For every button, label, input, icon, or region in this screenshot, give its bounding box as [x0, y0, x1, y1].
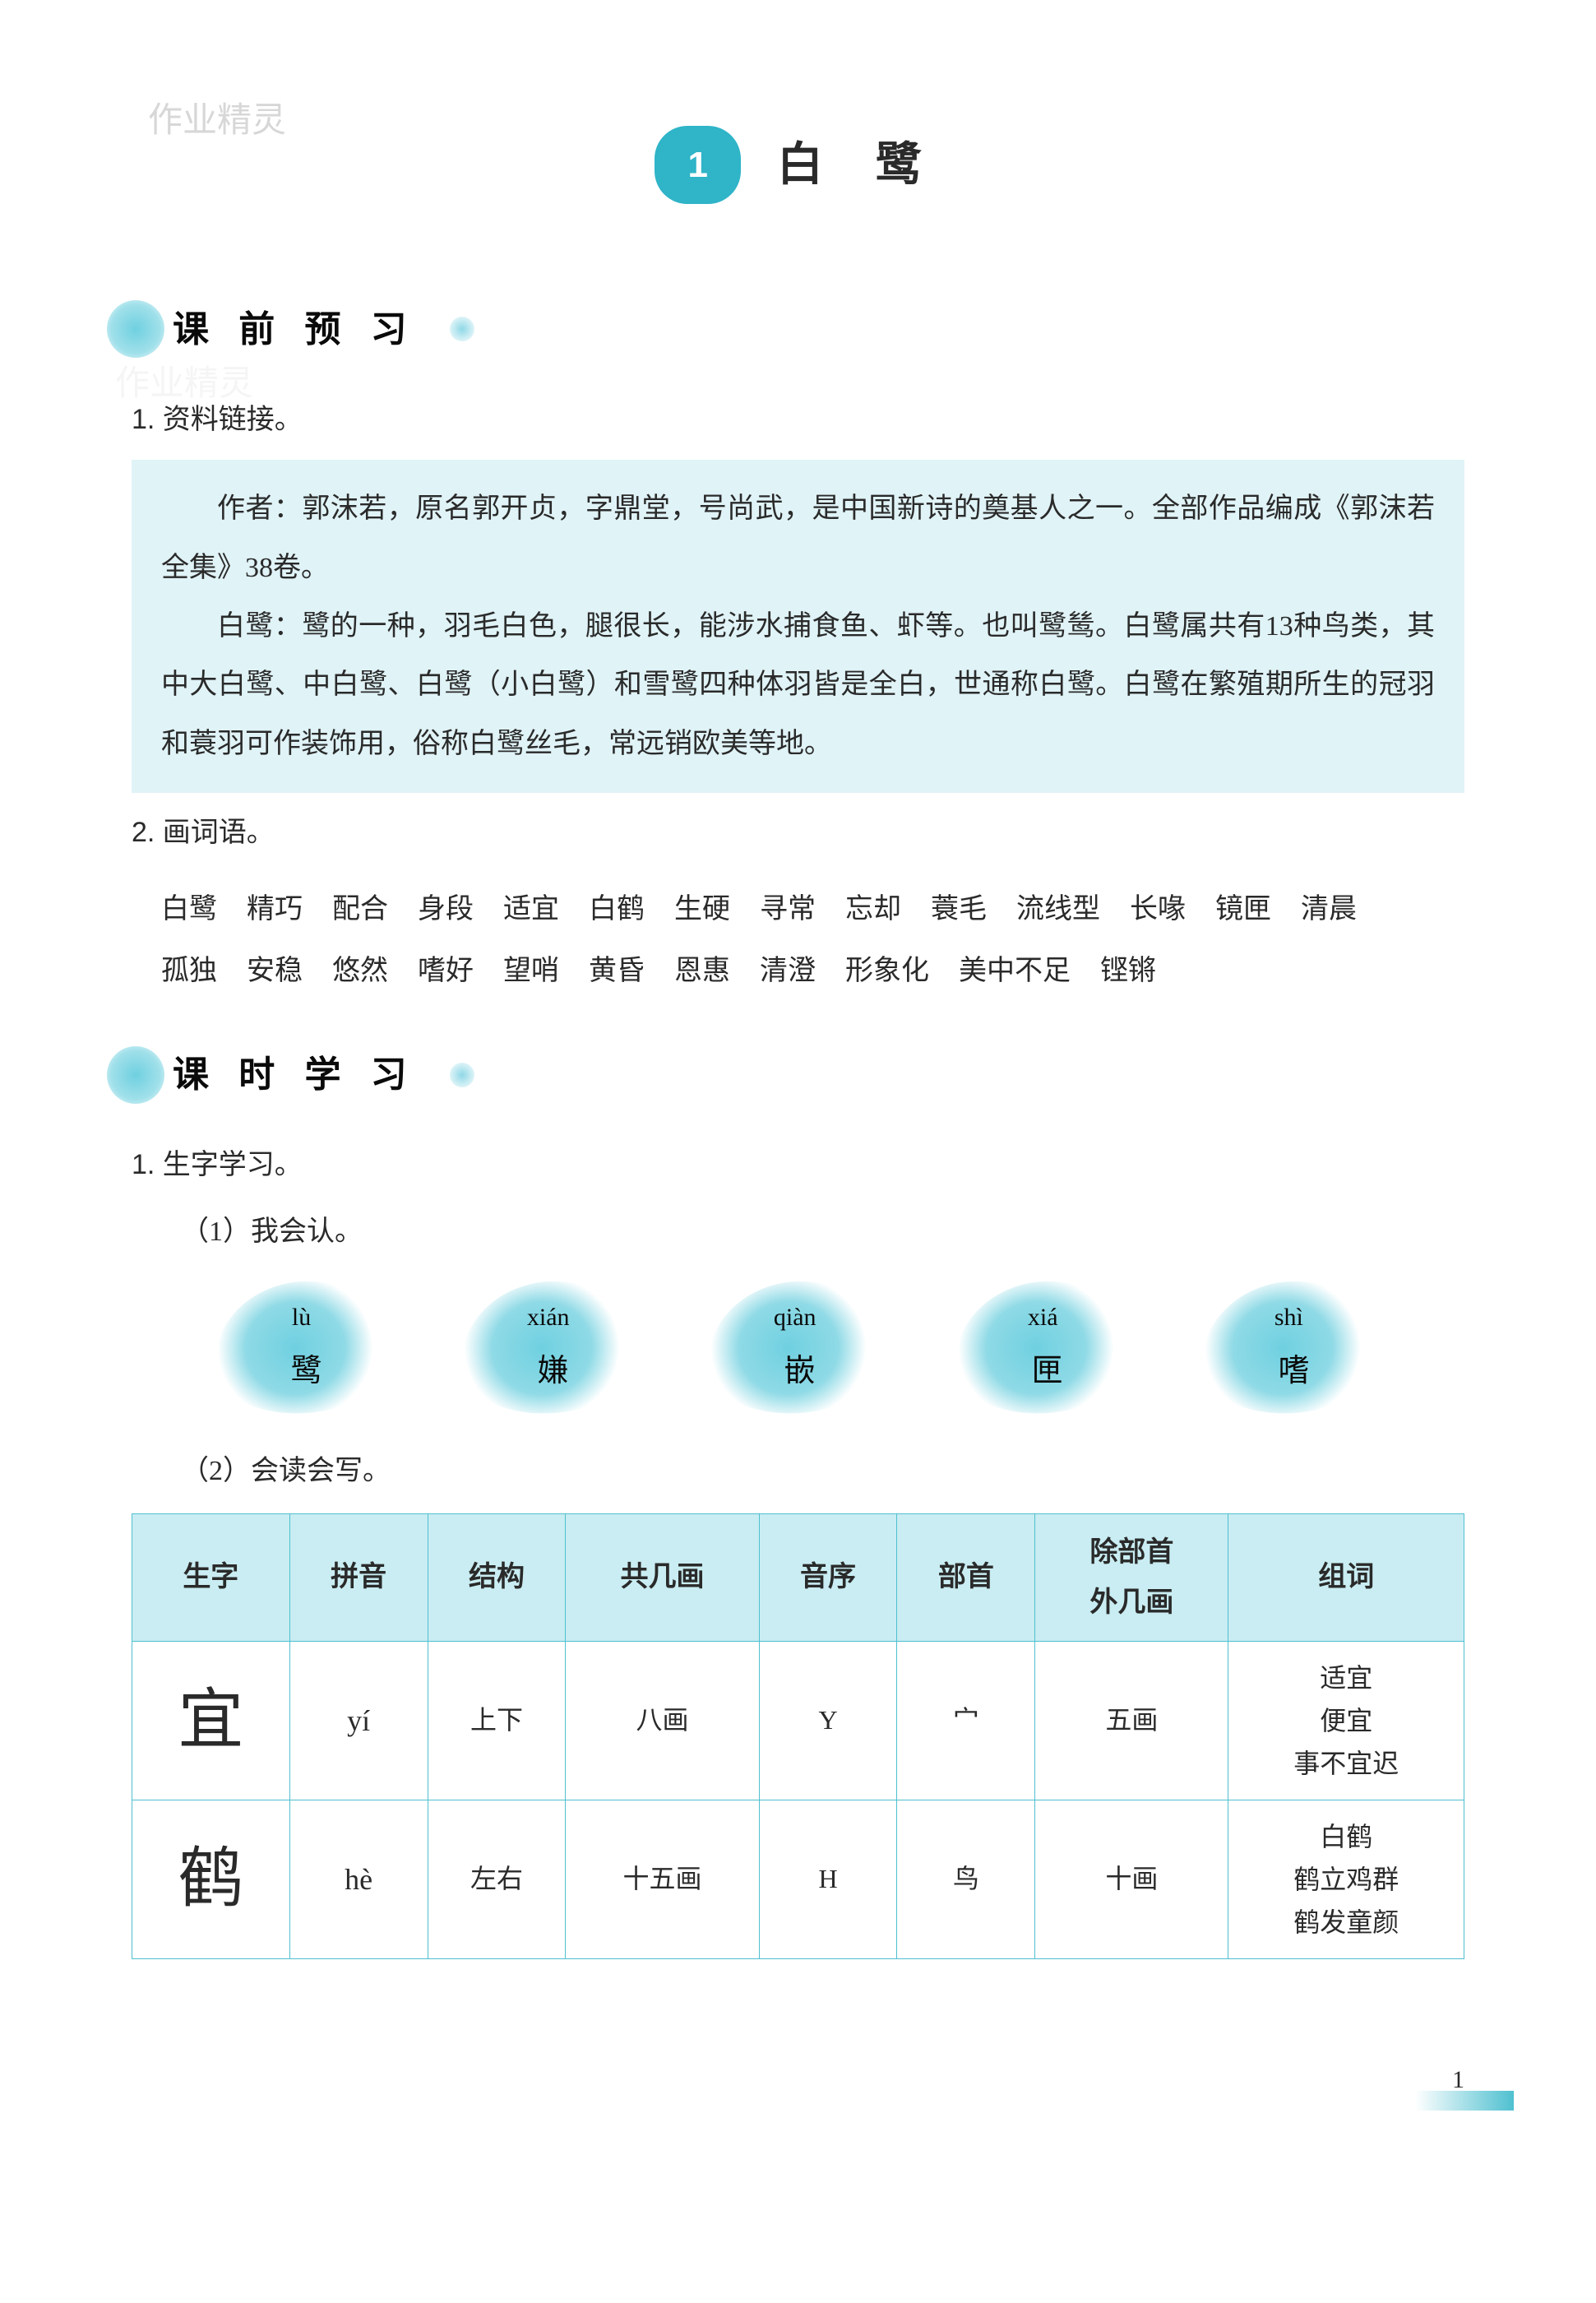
vocab-word: 铿锵	[1100, 941, 1156, 1003]
yinxu-cell: H	[759, 1800, 897, 1959]
vocab-word: 望哨	[503, 941, 559, 1003]
chapter-number-badge: 1	[655, 126, 740, 204]
zuci-word: 便宜	[1235, 1701, 1457, 1740]
vocab-word: 清晨	[1301, 879, 1357, 941]
chapter-name: 白 鹭	[777, 123, 941, 206]
leaf-row: lù鹭 xián嫌 qiàn嵌 xiá匣 shì 嗜	[181, 1281, 1415, 1413]
item-title: 1. 资料链接。	[132, 395, 1464, 445]
section-label: 课 前 预 习	[173, 309, 417, 350]
vocab-word: 寻常	[760, 879, 816, 941]
pinyin-cell: hè	[289, 1800, 428, 1959]
leaf-hanzi: 嗜	[1278, 1343, 1309, 1399]
zuci-word: 适宜	[1235, 1658, 1457, 1698]
pinyin-cell: yí	[289, 1642, 428, 1800]
table-header: 结构	[428, 1513, 566, 1641]
item-title: 2. 画词语。	[132, 808, 1464, 858]
leaf-icon: lù鹭	[209, 1274, 400, 1421]
chapter-title: 1 白 鹭	[132, 123, 1464, 206]
structure-cell: 左右	[428, 1800, 566, 1959]
leaf-icon: xián嫌	[456, 1274, 647, 1421]
vocab-word: 忘却	[845, 879, 901, 941]
vocab-word: 恩惠	[674, 941, 730, 1003]
vocab-word: 精巧	[247, 879, 303, 941]
vocab-word: 生硬	[674, 879, 730, 941]
vocab-word: 形象化	[845, 941, 929, 1003]
leaf-icon: qiàn嵌	[702, 1274, 894, 1421]
leaf-pinyin: shì	[1274, 1295, 1303, 1340]
table-header: 音序	[759, 1513, 897, 1641]
table-header: 共几画	[566, 1513, 759, 1641]
item-title: 1. 生字学习。	[132, 1140, 1464, 1190]
info-para: 白鹭：鹭的一种，羽毛白色，腿很长，能涉水捕食鱼、虾等。也叫鹭鸶。白鹭属共有13种…	[161, 597, 1435, 773]
sub-item-label: （2）会读会写。	[181, 1446, 1464, 1496]
zuci-cell: 白鹤鹤立鸡群鹤发童颜	[1228, 1800, 1464, 1959]
vocab-block: 白鹭精巧配合身段适宜白鹤生硬寻常忘却蓑毛流线型长喙镜匣清晨孤独安稳悠然嗜好望哨黄…	[132, 873, 1464, 1009]
character-table: 生字拼音结构共几画音序部首除部首外几画组词 宜yí上下八画Y宀五画适宜便宜事不宜…	[132, 1513, 1464, 1959]
zuci-cell: 适宜便宜事不宜迟	[1228, 1642, 1464, 1800]
leaf-hanzi: 嵌	[784, 1343, 816, 1399]
rest-strokes-cell: 五画	[1035, 1642, 1228, 1800]
vocab-word: 长喙	[1130, 879, 1186, 941]
vocab-word: 安稳	[247, 941, 303, 1003]
zuci-word: 鹤发童颜	[1235, 1902, 1457, 1942]
leaf-hanzi: 嫌	[538, 1343, 569, 1399]
char-cell: 鹤	[132, 1800, 290, 1959]
section-heading-study: 课 时 学 习	[107, 1034, 1464, 1115]
section-heading-preview: 课 前 预 习	[107, 289, 1464, 370]
vocab-word: 身段	[418, 879, 474, 941]
leaf-pinyin: xián	[527, 1295, 570, 1340]
vocab-word: 配合	[332, 879, 388, 941]
leaf-hanzi: 匣	[1031, 1343, 1062, 1399]
radical-cell: 鸟	[897, 1800, 1035, 1959]
yinxu-cell: Y	[759, 1642, 897, 1800]
strokes-cell: 十五画	[566, 1800, 759, 1959]
table-header: 组词	[1228, 1513, 1464, 1641]
vocab-word: 白鹭	[161, 879, 217, 941]
zuci-word: 鹤立鸡群	[1235, 1860, 1457, 1899]
vocab-word: 适宜	[503, 879, 559, 941]
leaf-icon: shì 嗜	[1196, 1274, 1387, 1421]
vocab-word: 白鹤	[589, 879, 645, 941]
leaf-icon: xiá匣	[949, 1274, 1140, 1421]
section-label: 课 时 学 习	[173, 1054, 417, 1095]
info-para: 作者：郭沫若，原名郭开贞，字鼎堂，号尚武，是中国新诗的奠基人之一。全部作品编成《…	[161, 480, 1435, 597]
structure-cell: 上下	[428, 1642, 566, 1800]
char-cell: 宜	[132, 1642, 290, 1800]
leaf-hanzi: 鹭	[291, 1343, 322, 1399]
vocab-word: 嗜好	[418, 941, 474, 1003]
vocab-word: 黄昏	[589, 941, 645, 1003]
leaf-pinyin: xiá	[1027, 1295, 1057, 1340]
vocab-word: 美中不足	[959, 941, 1071, 1003]
info-block: 作者：郭沫若，原名郭开贞，字鼎堂，号尚武，是中国新诗的奠基人之一。全部作品编成《…	[132, 460, 1464, 793]
zuci-word: 白鹤	[1235, 1817, 1457, 1856]
table-header: 生字	[132, 1513, 290, 1641]
table-header: 拼音	[289, 1513, 428, 1641]
radical-cell: 宀	[897, 1642, 1035, 1800]
sub-item-label: （1）我会认。	[181, 1207, 1464, 1257]
table-header: 部首	[897, 1513, 1035, 1641]
table-row: 宜yí上下八画Y宀五画适宜便宜事不宜迟	[132, 1642, 1464, 1800]
vocab-word: 清澄	[760, 941, 816, 1003]
zuci-word: 事不宜迟	[1235, 1744, 1457, 1783]
strokes-cell: 八画	[566, 1642, 759, 1800]
vocab-word: 孤独	[161, 941, 217, 1003]
vocab-word: 流线型	[1016, 879, 1100, 941]
leaf-pinyin: lù	[292, 1295, 311, 1340]
leaf-pinyin: qiàn	[774, 1295, 817, 1340]
vocab-word: 悠然	[332, 941, 388, 1003]
vocab-word: 镜匣	[1215, 879, 1271, 941]
table-row: 鹤hè左右十五画H鸟十画白鹤鹤立鸡群鹤发童颜	[132, 1800, 1464, 1959]
vocab-word: 蓑毛	[931, 879, 987, 941]
page-number: 1	[132, 2058, 1464, 2102]
table-header: 除部首外几画	[1035, 1513, 1228, 1641]
rest-strokes-cell: 十画	[1035, 1800, 1228, 1959]
